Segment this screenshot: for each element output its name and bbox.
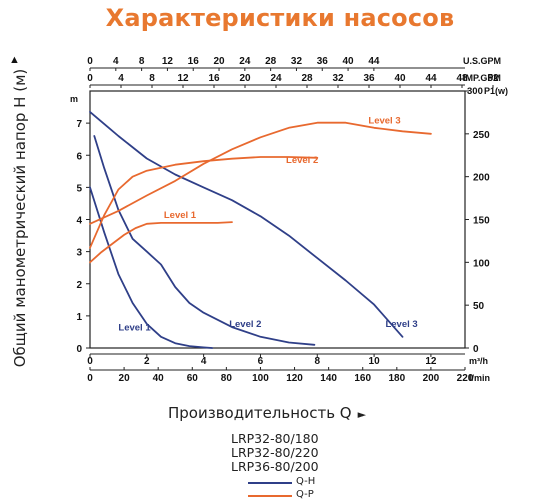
y-tick-label: 1: [76, 312, 82, 323]
model-name: LRP32-80/180: [231, 431, 319, 446]
y-tick-label: 6: [76, 151, 82, 162]
x-tick-label-lmin: 180: [388, 373, 405, 384]
y-tick-label: 5: [76, 183, 82, 194]
x-tick-label-usgpm: 40: [343, 56, 355, 67]
x-tick-label-impgpm: 4: [118, 73, 124, 84]
y-tick-label: 7: [76, 119, 82, 130]
x-tick-label-impgpm: 28: [301, 73, 313, 84]
x-axis-label: Производительность Q: [168, 404, 352, 422]
x-tick-label-m3h: 0: [87, 356, 93, 367]
y-unit-label: m: [70, 94, 78, 104]
x-tick-label-lmin: 80: [221, 373, 233, 384]
y-axis-arrow-icon: ▲: [9, 54, 20, 66]
x-tick-label-impgpm: 44: [425, 73, 437, 84]
x-tick-label-impgpm: 36: [363, 73, 375, 84]
model-name: LRP32-80/220: [231, 445, 319, 460]
legend-item-qh: Q-H: [248, 476, 368, 488]
qh-series-line-level-3: [89, 111, 404, 338]
x-tick-label-usgpm: 12: [162, 56, 174, 67]
x-unit-lmin: l/min: [469, 373, 490, 383]
x-tick-label-lmin: 220: [457, 373, 474, 384]
x-tick-label-usgpm: 20: [213, 56, 225, 67]
qh-series-label-level-3: Level 3: [385, 319, 417, 330]
qp-series-label-level-2: Level 2: [286, 155, 318, 166]
y-tick-label: 3: [76, 248, 82, 259]
y2-tick-label: 100: [473, 258, 490, 269]
x-unit-usgpm: U.S.GPM: [463, 56, 501, 66]
x-tick-label-impgpm: 48: [456, 73, 468, 84]
x-tick-label-impgpm: 52: [487, 73, 499, 84]
qh-series-label-level-1: Level 1: [118, 322, 151, 333]
x-tick-label-lmin: 160: [354, 373, 371, 384]
x-tick-label-m3h: 10: [369, 356, 381, 367]
qh-series-line-level-2: [93, 135, 316, 346]
x-tick-label-m3h: 8: [314, 356, 320, 367]
y-tick-label: 2: [76, 280, 82, 291]
qp-series-label-level-3: Level 3: [368, 116, 400, 127]
chart-title: Характеристики насосов: [105, 4, 455, 32]
x-axis-arrow-icon: ►: [357, 408, 367, 421]
x-tick-label-usgpm: 28: [265, 56, 277, 67]
x-tick-label-usgpm: 24: [239, 56, 251, 67]
x-axis-label-row: Производительность Q ►: [168, 404, 366, 422]
x-tick-label-usgpm: 8: [139, 56, 145, 67]
x-unit-impgpm: IMP.GPM: [463, 73, 501, 83]
x-tick-label-m3h: 2: [144, 356, 150, 367]
x-tick-label-usgpm: 32: [291, 56, 303, 67]
x-tick-label-impgpm: 0: [87, 73, 93, 84]
qp-series-line-level-3: [89, 121, 432, 225]
y-tick-label: 4: [76, 216, 82, 227]
x-tick-label-impgpm: 24: [270, 73, 282, 84]
y2-tick-label: 300: [467, 86, 483, 97]
legend-swatch-qp: [248, 495, 292, 497]
y2-tick-label: 0: [473, 344, 479, 355]
x-tick-label-lmin: 120: [286, 373, 303, 384]
qh-series-label-level-2: Level 2: [229, 319, 261, 330]
x-tick-label-lmin: 20: [119, 373, 131, 384]
x-tick-label-impgpm: 16: [208, 73, 220, 84]
x-tick-label-lmin: 200: [423, 373, 440, 384]
x-unit-m3h: m³/h: [469, 356, 488, 366]
x-tick-label-usgpm: 0: [87, 56, 93, 67]
x-tick-label-usgpm: 4: [113, 56, 119, 67]
plot-frame: [89, 90, 466, 349]
x-tick-label-lmin: 40: [153, 373, 165, 384]
qp-series-label-level-1: Level 1: [164, 210, 197, 221]
y2-tick-label: 200: [473, 173, 490, 184]
x-tick-label-impgpm: 12: [177, 73, 189, 84]
y2-tick-label: 50: [473, 301, 485, 312]
x-tick-label-lmin: 0: [87, 373, 93, 384]
y2-tick-label: 150: [473, 216, 490, 227]
legend-item-qp: Q-P: [248, 489, 368, 501]
legend-swatch-qh: [248, 482, 292, 484]
x-tick-label-usgpm: 36: [317, 56, 329, 67]
qh-series-line-level-1: [89, 186, 214, 349]
x-tick-label-lmin: 100: [252, 373, 269, 384]
x-tick-label-m3h: 12: [425, 356, 437, 367]
model-name: LRP36-80/200: [231, 459, 319, 474]
x-tick-label-lmin: 60: [187, 373, 199, 384]
x-tick-label-impgpm: 32: [332, 73, 344, 84]
x-tick-label-usgpm: 16: [188, 56, 200, 67]
x-tick-label-impgpm: 8: [149, 73, 155, 84]
model-list: LRP32-80/180 LRP32-80/220 LRP36-80/200: [231, 432, 319, 474]
qp-series-line-level-1: [89, 221, 233, 264]
x-tick-label-m3h: 4: [201, 356, 207, 367]
y2-unit-label: P1(w): [484, 86, 508, 96]
legend-label-qp: Q-P: [296, 489, 314, 500]
legend-label-qh: Q-H: [296, 476, 316, 487]
x-tick-label-m3h: 6: [258, 356, 264, 367]
y2-tick-label: 250: [473, 130, 490, 141]
y-tick-label: 0: [76, 344, 82, 355]
x-tick-label-impgpm: 40: [394, 73, 406, 84]
x-tick-label-usgpm: 44: [368, 56, 380, 67]
x-tick-label-lmin: 140: [320, 373, 337, 384]
x-tick-label-impgpm: 20: [239, 73, 251, 84]
qp-series-line-level-2: [89, 156, 319, 249]
